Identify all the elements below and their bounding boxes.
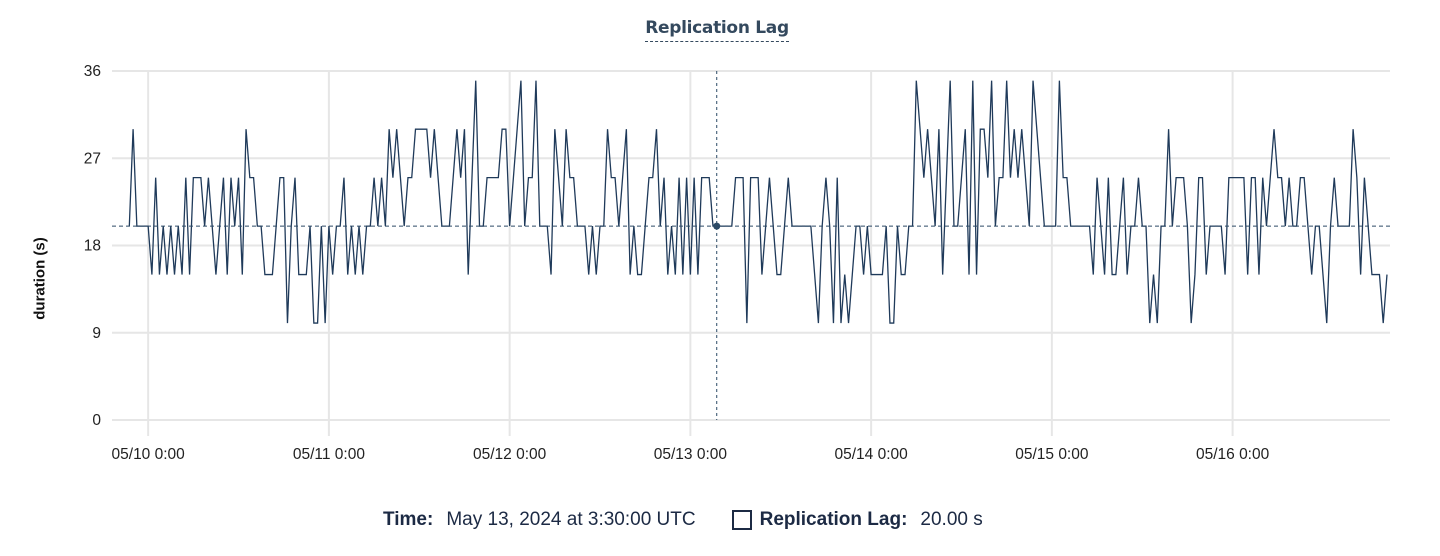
x-tick-label: 05/15 0:00 bbox=[1015, 446, 1089, 463]
x-tick-label: 05/11 0:00 bbox=[293, 446, 365, 463]
x-tick-label: 05/10 0:00 bbox=[112, 446, 186, 463]
series-label: Replication Lag: bbox=[759, 509, 908, 530]
hover-crosshair bbox=[112, 71, 1390, 420]
y-tick-label: 27 bbox=[84, 150, 101, 167]
series-group bbox=[128, 80, 1388, 324]
y-tick-label: 9 bbox=[92, 325, 101, 342]
x-tick-label: 05/14 0:00 bbox=[834, 446, 908, 463]
x-tick-label: 05/16 0:00 bbox=[1196, 446, 1270, 463]
x-tick-label: 05/12 0:00 bbox=[473, 446, 547, 463]
y-tick-label: 36 bbox=[84, 63, 101, 80]
time-value: May 13, 2024 at 3:30:00 UTC bbox=[446, 509, 696, 530]
series-value: 20.00 s bbox=[920, 509, 983, 530]
hover-point bbox=[713, 222, 721, 230]
series-checkbox-icon[interactable] bbox=[731, 510, 752, 530]
x-tick-labels: 05/10 0:00 05/11 0:00 05/12 0:00 05/13 0:00… bbox=[112, 446, 1270, 463]
y-tick-label: 0 bbox=[92, 412, 101, 429]
x-tick-label: 05/13 0:00 bbox=[654, 446, 728, 463]
time-label: Time: bbox=[383, 509, 434, 530]
y-tick-labels: 0 9 18 27 36 bbox=[84, 63, 102, 429]
chart-title-wrap: Replication Lag bbox=[0, 18, 1434, 42]
gridlines bbox=[112, 70, 1390, 436]
hover-tooltip: Time: May 13, 2024 at 3:30:00 UTC Replic… bbox=[383, 509, 983, 531]
series-line-replication-lag bbox=[128, 80, 1388, 324]
chart-title[interactable]: Replication Lag bbox=[645, 18, 789, 42]
y-tick-label: 18 bbox=[84, 238, 101, 255]
